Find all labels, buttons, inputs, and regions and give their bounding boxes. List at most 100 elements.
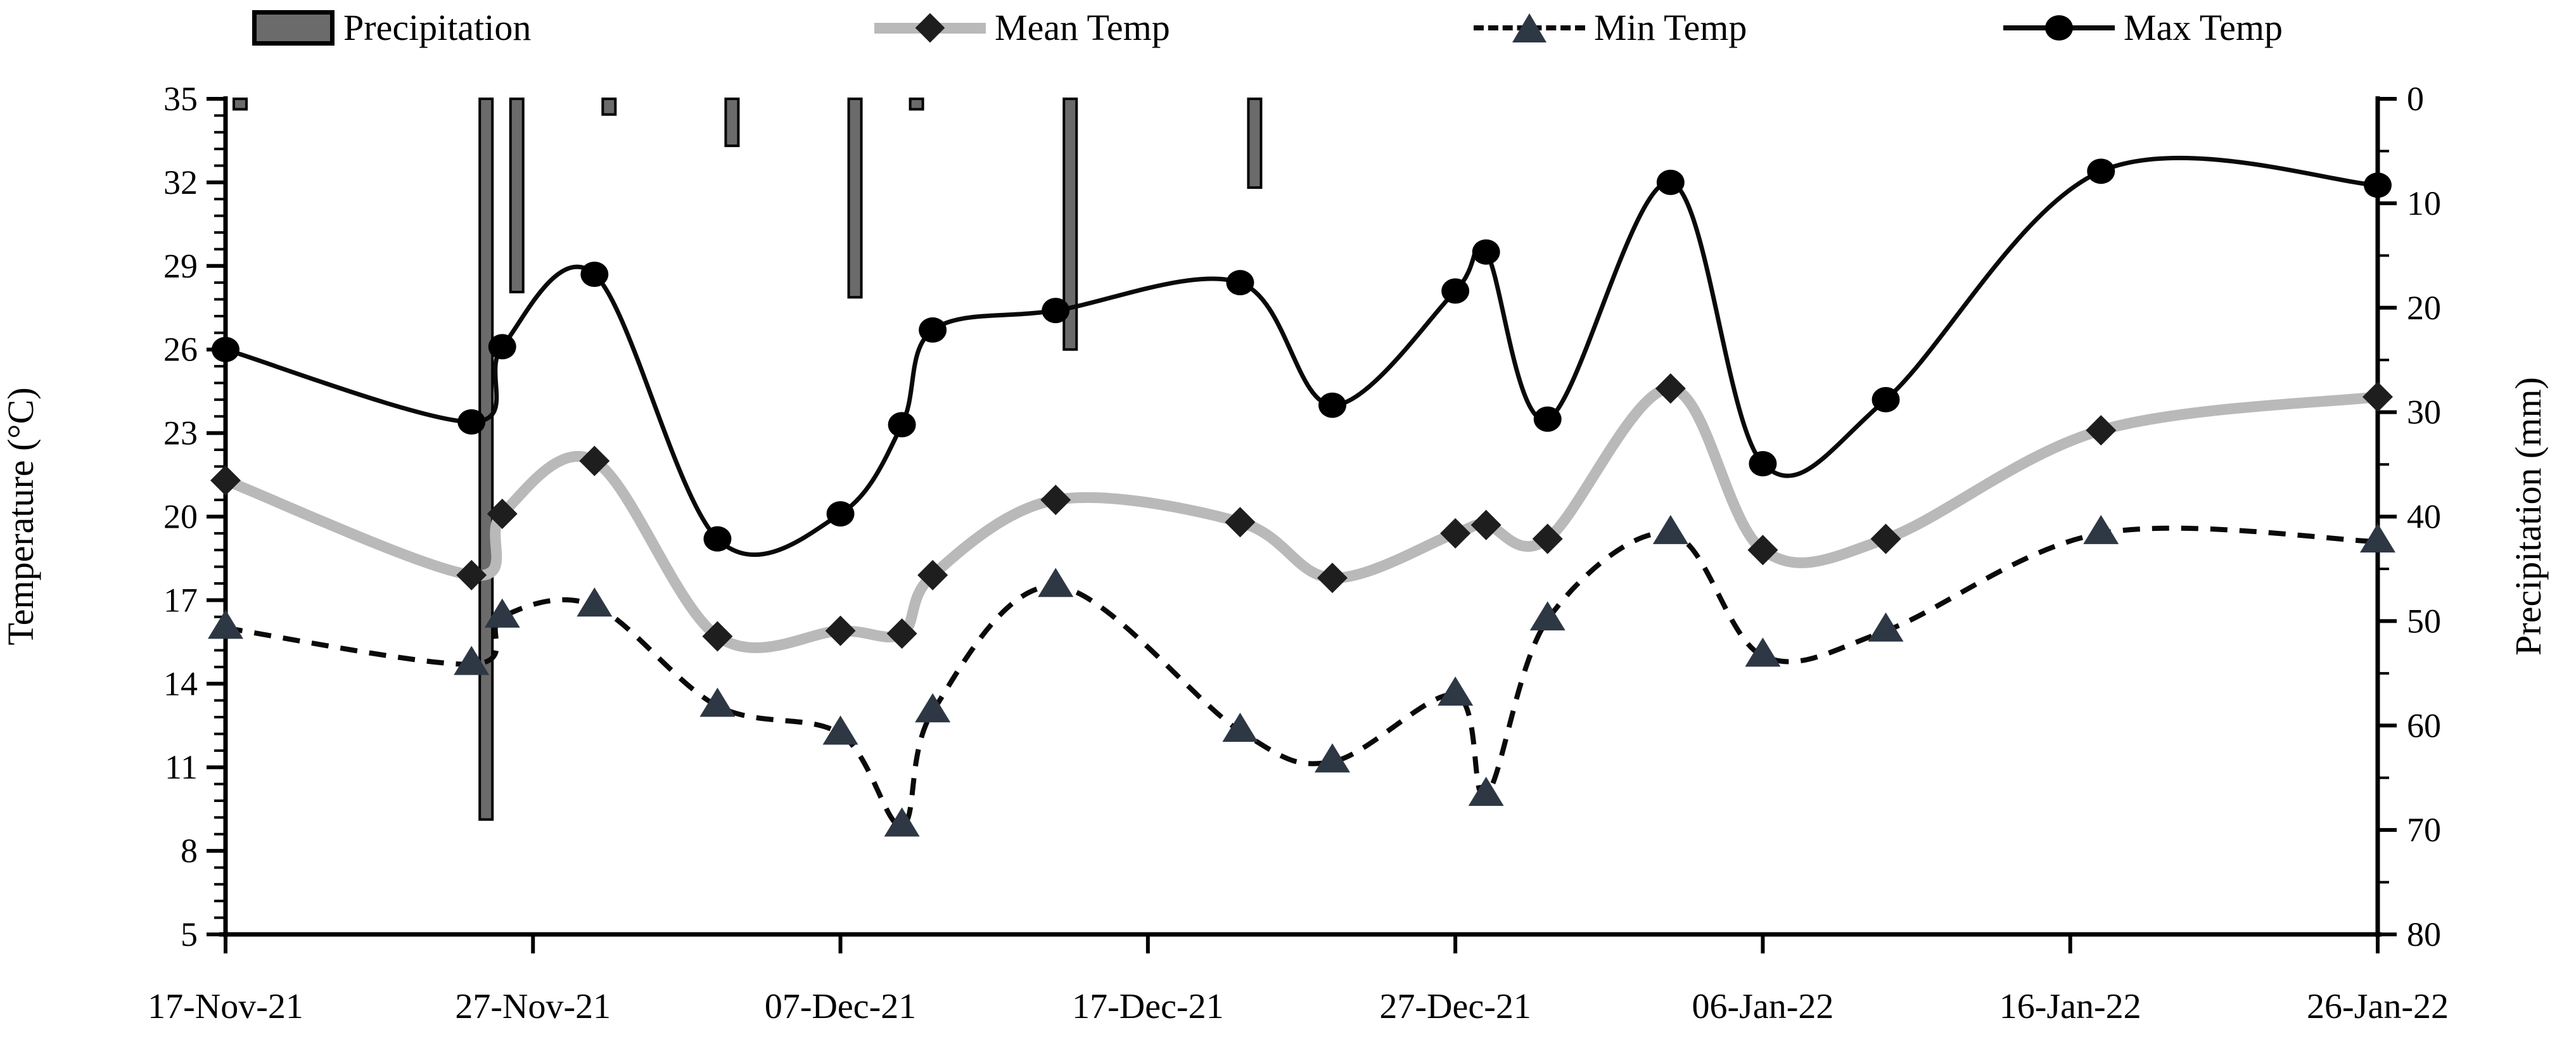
max-temp-line xyxy=(225,155,2378,557)
date-tick-label: 16-Jan-22 xyxy=(1999,987,2141,1026)
circle-marker-icon xyxy=(212,336,239,362)
axes xyxy=(219,96,2382,937)
left-axis-ticks: 35 32 29 26 23 20 17 14 11 8 5 xyxy=(163,80,226,953)
axis-titles: Temperature (°C) Precipitation (mm) xyxy=(0,377,2549,656)
right-axis-ticks: 0 10 20 30 40 50 60 70 80 xyxy=(2378,80,2441,953)
max-temp-markers xyxy=(212,158,2392,552)
mean-temp-line xyxy=(220,383,2383,653)
triangle-marker-icon xyxy=(884,807,920,837)
triangle-marker-icon xyxy=(454,646,490,675)
legend-label-precipitation: Precipitation xyxy=(343,7,532,48)
circle-marker-icon xyxy=(1441,278,1470,304)
mean-temp-markers xyxy=(210,373,2393,652)
legend-label-min-temp: Min Temp xyxy=(1594,7,1747,48)
circle-marker-icon xyxy=(457,409,486,435)
legend-item-min-temp: Min Temp xyxy=(1474,4,1747,52)
triangle-marker-icon xyxy=(208,609,243,639)
temp-tick-label: 26 xyxy=(163,331,198,369)
x-axis-ticks: 17-Nov-21 27-Nov-21 07-Dec-21 17-Dec-21 27-D… xyxy=(148,934,2449,1026)
triangle-marker-icon xyxy=(1745,637,1781,667)
triangle-marker-icon xyxy=(915,693,951,723)
temp-tick-label: 5 xyxy=(181,915,198,953)
triangle-marker-icon xyxy=(484,598,520,628)
min-temp-line xyxy=(225,525,2378,829)
circle-marker-icon xyxy=(1042,298,1070,324)
precip-tick-label: 70 xyxy=(2407,811,2441,849)
temp-tick-label: 32 xyxy=(163,163,198,201)
diamond-marker-icon xyxy=(917,559,948,590)
date-tick-label: 27-Nov-21 xyxy=(455,987,611,1026)
triangle-marker-icon xyxy=(1512,13,1546,42)
temp-tick-label: 17 xyxy=(163,581,198,619)
triangle-marker-icon xyxy=(1652,514,1688,544)
diamond-marker-icon xyxy=(1655,373,1686,404)
precipitation-bar xyxy=(1062,98,1078,351)
precipitation-bar xyxy=(724,98,740,148)
precip-tick-label: 0 xyxy=(2407,80,2424,118)
circle-marker-icon xyxy=(826,501,855,527)
triangle-marker-icon xyxy=(1868,612,1904,642)
diamond-marker-icon xyxy=(2086,415,2117,446)
circle-marker-icon xyxy=(1749,450,1777,476)
diamond-marker-icon xyxy=(1470,509,1502,540)
mean-temp-line-swatch-icon xyxy=(874,13,986,43)
date-tick-label: 27-Dec-21 xyxy=(1379,987,1531,1026)
precip-tick-label: 30 xyxy=(2407,393,2441,431)
precipitation-bar xyxy=(601,98,617,116)
temp-tick-label: 29 xyxy=(163,247,198,285)
diamond-marker-icon xyxy=(1440,518,1471,549)
triangle-marker-icon xyxy=(577,587,613,617)
triangle-marker-icon xyxy=(1529,601,1565,631)
circle-marker-icon xyxy=(888,412,916,438)
diamond-marker-icon xyxy=(1747,535,1778,566)
circle-marker-icon xyxy=(1318,392,1347,418)
diamond-marker-icon xyxy=(825,615,856,646)
triangle-marker-icon xyxy=(1438,676,1474,706)
circle-marker-icon xyxy=(1533,406,1562,432)
precip-tick-label: 20 xyxy=(2407,289,2441,327)
circle-marker-icon xyxy=(1656,169,1685,195)
triangle-marker-icon xyxy=(699,687,736,717)
diamond-marker-icon xyxy=(1870,523,1901,554)
triangle-marker-icon xyxy=(2083,514,2119,544)
legend-item-precipitation: Precipitation xyxy=(252,4,531,52)
triangle-marker-icon xyxy=(822,715,858,745)
date-tick-label: 26-Jan-22 xyxy=(2307,987,2449,1026)
precipitation-bars xyxy=(233,98,1263,821)
circle-marker-icon xyxy=(2045,15,2073,41)
diamond-marker-icon xyxy=(2362,381,2393,412)
triangle-marker-icon xyxy=(1468,777,1504,806)
circle-marker-icon xyxy=(1472,239,1500,265)
circle-marker-icon xyxy=(488,334,516,360)
temp-tick-label: 20 xyxy=(163,498,198,536)
diamond-marker-icon xyxy=(1532,523,1563,554)
precipitation-bar xyxy=(233,98,248,111)
min-temp-line-swatch-icon xyxy=(1474,13,1585,42)
legend-label-max-temp: Max Temp xyxy=(2124,7,2283,48)
date-tick-label: 07-Dec-21 xyxy=(765,987,916,1026)
diamond-marker-icon xyxy=(915,13,945,43)
diamond-marker-icon xyxy=(210,465,241,496)
circle-marker-icon xyxy=(1871,386,1900,412)
precipitation-bar xyxy=(1247,98,1263,189)
triangle-marker-icon xyxy=(1315,743,1351,773)
circle-marker-icon xyxy=(2364,172,2392,198)
precipitation-bar-swatch-icon xyxy=(252,10,335,46)
temp-tick-label: 14 xyxy=(163,665,198,703)
date-tick-label: 17-Dec-21 xyxy=(1072,987,1223,1026)
precip-tick-label: 80 xyxy=(2407,915,2441,953)
diamond-marker-icon xyxy=(886,618,917,649)
precip-tick-label: 50 xyxy=(2407,602,2441,640)
circle-marker-icon xyxy=(919,317,947,343)
legend-label-mean-temp: Mean Temp xyxy=(995,7,1170,48)
precip-tick-label: 60 xyxy=(2407,706,2441,744)
date-tick-label: 17-Nov-21 xyxy=(148,987,303,1026)
temp-tick-label: 11 xyxy=(165,748,198,786)
precipitation-bar xyxy=(847,98,863,299)
precipitation-bar xyxy=(909,98,924,111)
diamond-marker-icon xyxy=(487,499,518,530)
precipitation-bar xyxy=(509,98,525,294)
diamond-marker-icon xyxy=(1040,485,1071,516)
legend-item-max-temp: Max Temp xyxy=(2003,4,2283,52)
